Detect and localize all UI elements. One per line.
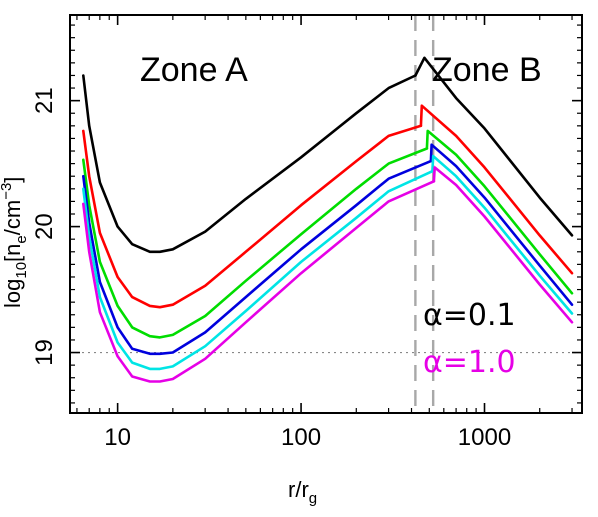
x-tick-label: 10 bbox=[104, 424, 131, 451]
alpha-high-label: α=1.0 bbox=[423, 345, 516, 380]
y-axis-label-close: ] bbox=[0, 177, 25, 183]
series-lines bbox=[82, 56, 574, 383]
x-axis-label: r/rg bbox=[288, 477, 317, 507]
series-0-zone-b-line bbox=[414, 56, 574, 237]
x-axis-label-sub: g bbox=[309, 490, 317, 507]
y-axis-label: log10[ne/cm−3] bbox=[0, 177, 30, 308]
series-5-zone-a-line bbox=[82, 180, 436, 383]
y-axis-label-open: [n bbox=[0, 244, 25, 262]
y-axis-label-n-sub: e bbox=[13, 235, 30, 243]
zone-a-label: Zone A bbox=[140, 51, 248, 89]
series-3-zone-a-line bbox=[82, 159, 433, 356]
y-tick-label: 19 bbox=[31, 339, 58, 366]
zone-b-label: Zone B bbox=[432, 51, 542, 89]
series-2-zone-a-line bbox=[82, 147, 429, 339]
series-0-zone-a-line bbox=[82, 74, 417, 254]
x-tick-label: 100 bbox=[281, 424, 321, 451]
x-tick-label: 1000 bbox=[458, 424, 511, 451]
alpha-low-label: α=0.1 bbox=[423, 298, 516, 333]
series-4-zone-a-line bbox=[82, 169, 434, 371]
y-tick-label: 21 bbox=[31, 87, 58, 114]
series-3-zone-b-line bbox=[429, 143, 574, 307]
y-axis-label-unit: /cm bbox=[0, 200, 25, 235]
y-tick-label: 20 bbox=[31, 213, 58, 240]
y-axis-label-lead: log bbox=[0, 279, 25, 308]
x-axis-label-base: r/r bbox=[288, 477, 309, 502]
axis-ticks: 10 100 1000 19 20 21 bbox=[31, 15, 582, 451]
y-axis-label-unit-sup: −3 bbox=[0, 183, 15, 200]
y-axis-label-lead-sub: 10 bbox=[13, 262, 30, 279]
series-1-zone-a-line bbox=[82, 124, 423, 309]
series-5-zone-b-line bbox=[432, 166, 574, 324]
series-1-zone-b-line bbox=[419, 104, 574, 275]
series-4-zone-b-line bbox=[431, 154, 574, 315]
series-2-zone-b-line bbox=[425, 129, 574, 295]
